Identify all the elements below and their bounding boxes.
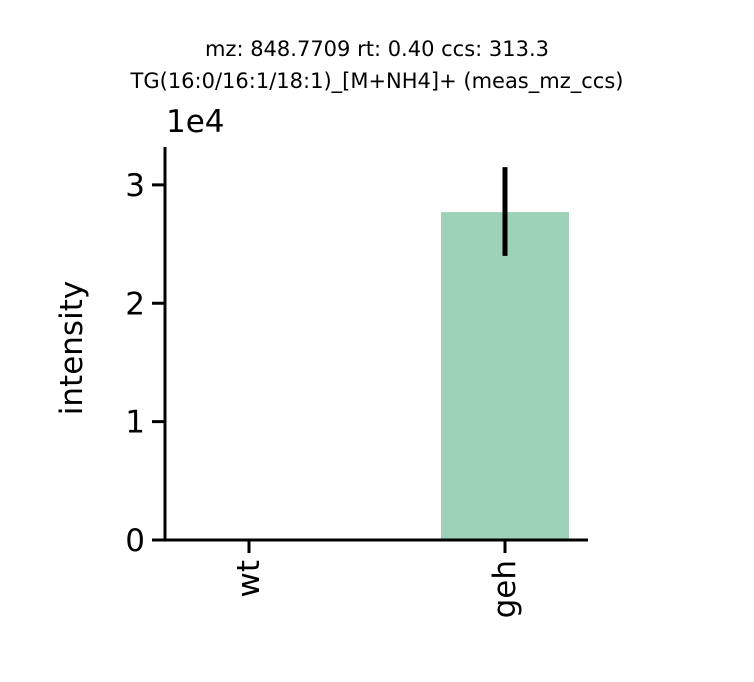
y-ticks-layer: 0 1 2 3	[125, 168, 165, 559]
bars-layer	[441, 212, 569, 541]
bar-geh	[441, 212, 569, 541]
y-tick-label-2: 2	[125, 286, 145, 322]
y-tick-label-0: 0	[125, 523, 145, 559]
x-ticks-layer: wt geh	[231, 540, 523, 618]
x-tick-label-wt: wt	[231, 560, 267, 598]
y-multiplier-label: 1e4	[166, 104, 225, 140]
chart-title-line-2: TG(16:0/16:1/18:1)_[M+NH4]+ (meas_mz_ccs…	[130, 69, 624, 94]
y-tick-label-3: 3	[125, 168, 145, 204]
y-axis-label: intensity	[54, 281, 90, 415]
y-tick-label-1: 1	[125, 405, 145, 441]
chart-title-line-1: mz: 848.7709 rt: 0.40 ccs: 313.3	[205, 37, 549, 61]
x-tick-label-geh: geh	[487, 560, 523, 618]
